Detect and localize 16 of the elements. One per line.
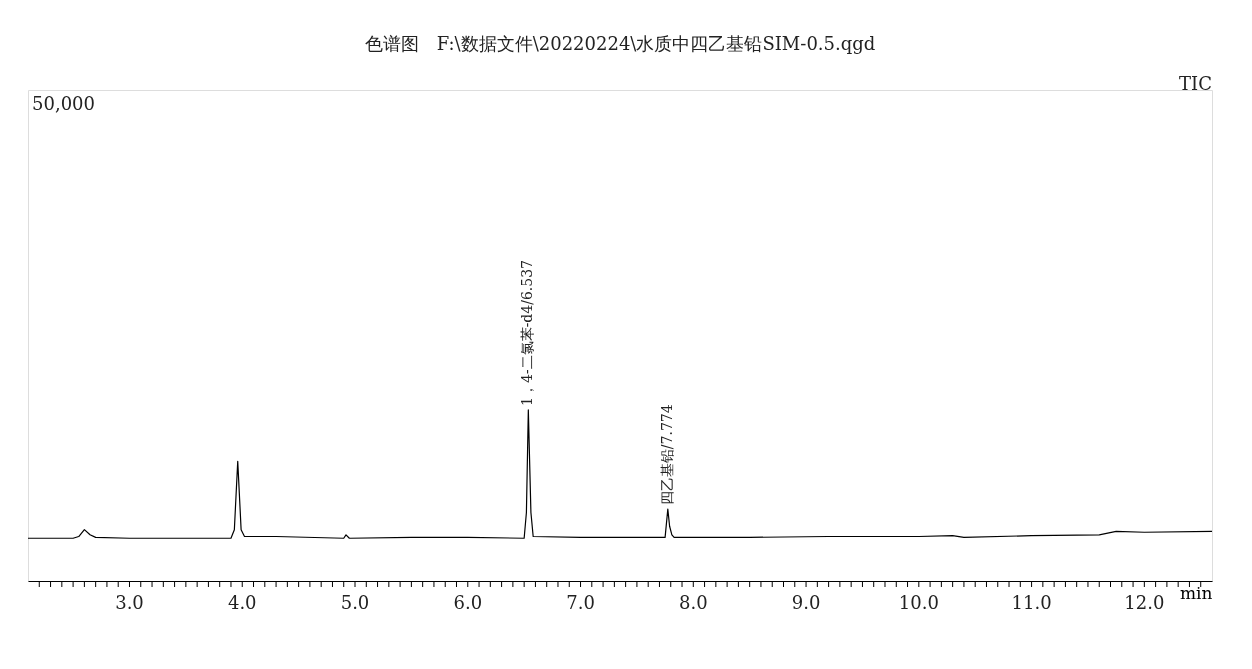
x-tick-label: 5.0 [340,592,370,613]
annotation: 1，4-二氯苯-d4/6.537 [519,259,536,406]
text: 50,000 [32,93,95,114]
x-tick-label: 9.0 [791,592,821,613]
annotation: 四乙基铅/7.774 [658,404,675,506]
x-tick-label: 12.0 [1124,592,1165,613]
chart-title: 色谱图 F:\数据文件\20220224\水质中四乙基铅SIM-0.5.qgd [364,33,876,54]
x-tick-label: 6.0 [453,592,483,613]
text: TIC [1179,73,1212,94]
x-tick-label: 8.0 [678,592,708,613]
x-tick-label: 10.0 [898,592,939,613]
x-tick-label: 7.0 [566,592,595,613]
x-axis-title: min [1179,582,1213,603]
x-tick-label: 3.0 [115,592,144,613]
x-tick-label: 11.0 [1011,592,1052,613]
x-tick-label: 4.0 [227,592,257,613]
